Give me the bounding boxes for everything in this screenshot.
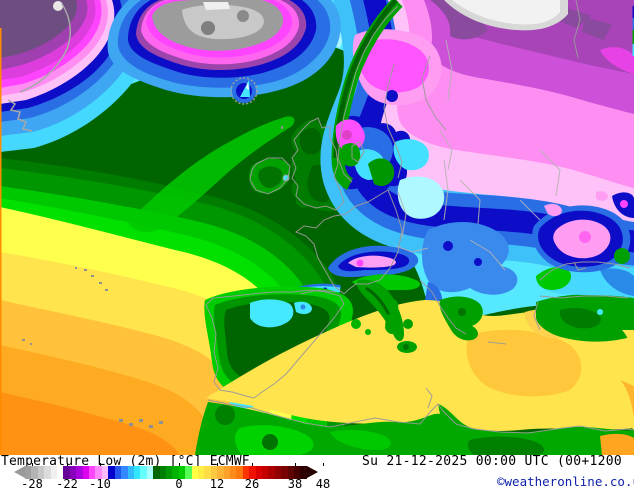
map-area [0, 0, 634, 455]
colorbar-tickmarks [14, 463, 334, 466]
copyright: ©weatheronline.co.uk [497, 474, 634, 489]
timestamp: Su 21-12-2025 00:00 UTC (00+1200 [362, 454, 622, 469]
legend-bar: Temperature Low (2m) [°C] ECMWF Su 21-12… [0, 455, 634, 490]
temperature-map [0, 0, 634, 455]
